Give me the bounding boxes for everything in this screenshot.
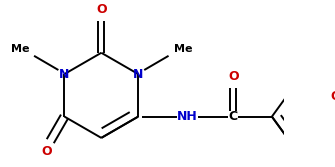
Text: O: O [228,70,239,83]
Text: O: O [330,90,335,103]
Text: C: C [229,110,238,123]
Text: O: O [96,3,107,16]
Text: NH: NH [177,110,197,123]
Text: N: N [133,68,143,80]
Text: Me: Me [10,44,29,54]
Text: Me: Me [174,44,192,54]
Text: O: O [41,145,52,158]
Text: N: N [59,68,70,80]
